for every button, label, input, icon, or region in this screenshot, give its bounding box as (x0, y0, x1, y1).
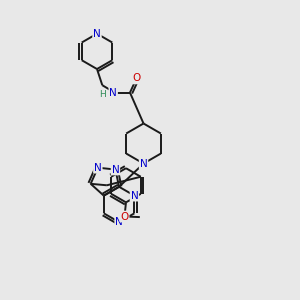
Text: N: N (115, 217, 123, 227)
Text: O: O (120, 212, 129, 221)
Text: N: N (93, 29, 101, 39)
Text: N: N (130, 190, 138, 201)
Text: O: O (132, 74, 141, 83)
Text: N: N (112, 164, 119, 175)
Text: N: N (140, 158, 147, 169)
Text: N: N (109, 88, 117, 98)
Text: N: N (94, 163, 102, 173)
Text: H: H (99, 90, 105, 99)
